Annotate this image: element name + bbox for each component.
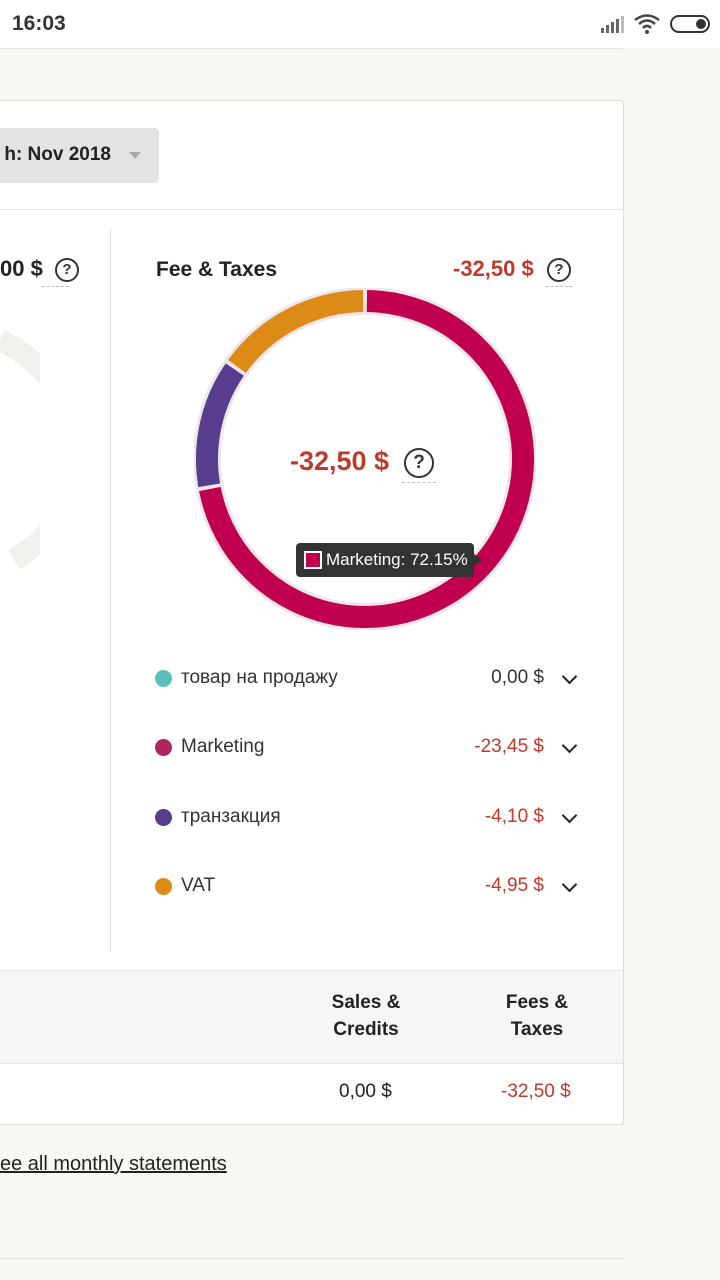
statement-table-header: Sales & Credits Fees & Taxes <box>0 970 623 1064</box>
legend-dot <box>155 670 172 687</box>
legend-value: 0,00 $ <box>491 667 544 688</box>
legend-dot <box>155 878 172 895</box>
footer-divider <box>0 1258 625 1259</box>
donut-slice-транзакция[interactable] <box>196 363 244 488</box>
tooltip-swatch <box>304 551 322 569</box>
status-time: 16:03 <box>12 12 66 35</box>
legend-dot <box>155 739 172 756</box>
status-bar: 16:03 <box>0 0 720 49</box>
month-select[interactable]: h: Nov 2018 <box>0 128 159 183</box>
legend-label: транзакция <box>181 806 281 827</box>
sales-total: 00 $ ? <box>0 256 79 283</box>
help-underline <box>402 482 436 483</box>
legend-item[interactable]: VAT -4,95 $ <box>155 873 585 903</box>
legend-value: -4,10 $ <box>484 806 544 827</box>
donut-center-value: -32,50 $ <box>290 446 390 476</box>
page-margin <box>623 48 720 1280</box>
sales-donut-fragment <box>0 330 40 570</box>
legend-item[interactable]: Marketing -23,45 $ <box>155 734 585 764</box>
status-icons <box>601 12 710 36</box>
fee-taxes-total: -32,50 $ <box>453 256 534 281</box>
legend-label: товар на продажу <box>181 667 338 688</box>
column-sales-credits: Sales & Credits <box>306 989 426 1043</box>
fee-taxes-title: Fee & Taxes <box>156 258 278 281</box>
column-fees-taxes: Fees & Taxes <box>477 989 597 1043</box>
chevron-down-icon[interactable] <box>561 737 578 754</box>
help-underline <box>42 286 68 287</box>
legend-label: VAT <box>181 875 216 896</box>
legend-value: -4,95 $ <box>484 875 544 896</box>
fee-donut-chart <box>194 288 536 630</box>
sales-total-value: 00 $ <box>0 256 43 281</box>
legend-value: -23,45 $ <box>474 736 544 757</box>
tooltip-text: Marketing: 72.15% <box>326 550 468 569</box>
legend-item[interactable]: транзакция -4,10 $ <box>155 804 585 834</box>
cell-fees: -32,50 $ <box>501 1081 571 1102</box>
header-line: Fees & <box>505 992 569 1013</box>
wifi-icon <box>634 14 660 34</box>
caret-down-icon <box>129 152 141 159</box>
header-line: Credits <box>333 1019 399 1040</box>
chevron-down-icon[interactable] <box>561 807 578 824</box>
help-icon[interactable]: ? <box>404 448 434 478</box>
header-divider <box>0 209 623 210</box>
help-icon[interactable]: ? <box>54 258 79 283</box>
legend-label: Marketing <box>181 736 265 757</box>
legend-dot <box>155 809 172 826</box>
header-line: Sales & <box>331 992 401 1013</box>
help-underline <box>546 286 572 287</box>
chevron-down-icon[interactable] <box>561 668 578 685</box>
donut-slice-marketing[interactable] <box>199 290 534 628</box>
chevron-down-icon[interactable] <box>561 876 578 893</box>
signal-icon <box>601 15 624 33</box>
cell-sales: 0,00 $ <box>339 1081 392 1102</box>
panel-divider <box>110 228 111 952</box>
header-line: Taxes <box>510 1019 564 1040</box>
table-row: 0,00 $ -32,50 $ <box>0 1063 623 1123</box>
help-icon[interactable]: ? <box>547 258 571 282</box>
chart-tooltip: Marketing: 72.15% <box>296 543 482 577</box>
donut-slice-vat[interactable] <box>228 290 364 374</box>
see-all-statements-link[interactable]: ee all monthly statements <box>0 1153 227 1175</box>
legend-item[interactable]: товар на продажу 0,00 $ <box>155 665 585 695</box>
battery-icon <box>670 15 710 33</box>
month-select-value: h: Nov 2018 <box>4 144 111 165</box>
